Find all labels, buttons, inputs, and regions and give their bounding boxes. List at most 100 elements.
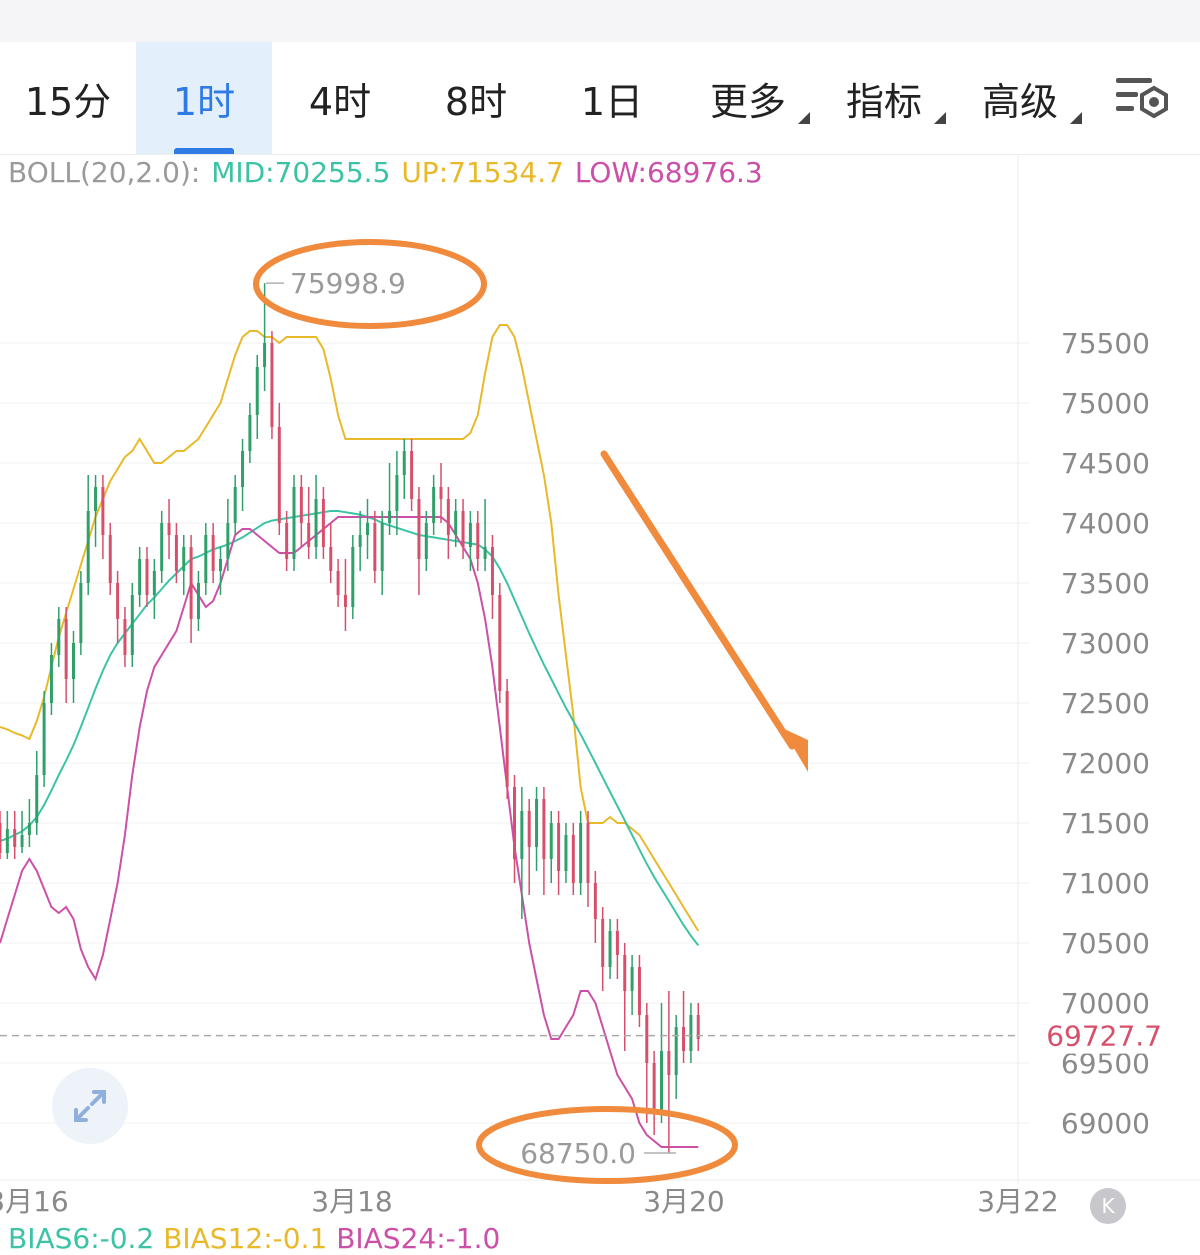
- candle-body: [57, 619, 61, 655]
- candle-body: [542, 799, 546, 859]
- tab-1day[interactable]: 1日: [544, 42, 680, 154]
- candle-body: [277, 427, 281, 523]
- tab-label: 8时: [444, 79, 508, 124]
- candle-body: [248, 415, 252, 451]
- bias12: BIAS12:-0.1: [163, 1222, 328, 1255]
- candle-body: [660, 1051, 663, 1111]
- candle-body: [645, 1015, 649, 1063]
- low-price-label: 68750.0: [520, 1137, 636, 1170]
- candle-body: [42, 703, 46, 775]
- candle-body: [461, 511, 465, 547]
- annotation-circle-high: [253, 239, 487, 329]
- candle-body: [5, 829, 9, 853]
- fullscreen-button[interactable]: [52, 1068, 128, 1144]
- candle-body: [314, 499, 318, 547]
- tab-indicators[interactable]: 指标: [816, 42, 952, 154]
- candle-body: [270, 343, 274, 427]
- tab-more[interactable]: 更多: [680, 42, 816, 154]
- candle-body: [138, 559, 142, 595]
- y-tick-label: 71000: [1061, 867, 1150, 900]
- k-history-button[interactable]: K: [1090, 1188, 1126, 1224]
- candle-body: [196, 583, 200, 619]
- y-tick-label: 73500: [1061, 567, 1150, 600]
- candle-body: [682, 1027, 686, 1051]
- candle-body: [292, 487, 296, 559]
- candle-body: [233, 487, 237, 523]
- candle-body: [623, 955, 627, 991]
- tab-advanced[interactable]: 高级: [952, 42, 1088, 154]
- candle-body: [652, 1063, 656, 1111]
- y-tick-label: 74500: [1061, 447, 1150, 480]
- y-tick-label: 72500: [1061, 687, 1150, 720]
- candle-body: [417, 499, 421, 559]
- candle-body: [388, 511, 392, 523]
- candle-body: [593, 883, 597, 919]
- tab-15min[interactable]: 15分: [0, 42, 136, 154]
- tab-label: 指标: [845, 79, 922, 124]
- tab-1hour[interactable]: 1时: [136, 42, 272, 154]
- chart-settings-button[interactable]: [1110, 70, 1174, 126]
- candle-body: [439, 487, 443, 499]
- annotation-circle-low: [476, 1106, 738, 1184]
- tab-4hour[interactable]: 4时: [272, 42, 408, 154]
- boll-upper-line: [0, 324, 700, 932]
- interval-tab-bar: 15分 1时 4时 8时 1日 更多 指标 高级: [0, 42, 1200, 155]
- candle-body: [49, 655, 53, 703]
- candle-body: [564, 835, 568, 871]
- tab-label: 1日: [580, 79, 644, 124]
- y-tick-label: 72000: [1061, 747, 1150, 780]
- candle-body: [108, 535, 112, 583]
- tab-label: 更多: [709, 79, 786, 124]
- candle-body: [454, 511, 458, 535]
- y-tick-label: 70500: [1061, 927, 1150, 960]
- current-price-bg: [1020, 1017, 1200, 1054]
- tab-8hour[interactable]: 8时: [408, 42, 544, 154]
- candle-body: [674, 1027, 678, 1075]
- candle-body: [571, 835, 575, 883]
- price-chart[interactable]: 75500 75000 74500 74000 73500 73000 72500 72000…: [0, 154, 1200, 1220]
- candle-body: [527, 811, 531, 847]
- x-tick-label: 3月16: [0, 1185, 69, 1218]
- candle-body: [351, 547, 355, 607]
- candle-body: [94, 487, 98, 511]
- boll-legend: BOLL(20,2.0): MID:70255.5 UP:71534.7 LOW…: [8, 156, 765, 189]
- y-tick-label: 70000: [1061, 987, 1150, 1020]
- dropdown-triangle-icon: [1070, 112, 1082, 124]
- candle-body: [490, 547, 494, 595]
- boll-lower-line: [0, 516, 699, 1148]
- bias-legend: BIAS6:-0.2 BIAS12:-0.1 BIAS24:-1.0: [8, 1222, 500, 1255]
- bias24: BIAS24:-1.0: [336, 1222, 501, 1255]
- boll-name: BOLL(20,2.0):: [8, 156, 201, 189]
- candle-body: [410, 451, 414, 499]
- candle-body: [182, 547, 186, 571]
- y-tick-label: 69000: [1061, 1107, 1150, 1140]
- candle-body: [255, 367, 259, 415]
- x-tick-label: 3月20: [643, 1185, 724, 1218]
- candle-body: [299, 487, 303, 523]
- tab-label: 高级: [981, 79, 1058, 124]
- candle-body: [366, 523, 369, 535]
- candle-body: [505, 691, 509, 787]
- candle-body: [343, 595, 347, 607]
- candle-body: [307, 523, 311, 547]
- candle-body: [696, 1015, 700, 1039]
- candle-body: [79, 583, 83, 643]
- candle-body: [557, 823, 561, 871]
- candle-body: [130, 595, 134, 655]
- x-tick-label: 3月22: [977, 1185, 1058, 1218]
- candle-body: [64, 619, 68, 679]
- candle-body: [608, 931, 612, 967]
- candle-body: [579, 823, 583, 883]
- candle-body: [226, 523, 230, 559]
- candle-body: [498, 595, 502, 691]
- candle-body: [27, 823, 31, 835]
- candle-body: [211, 535, 215, 571]
- candle-body: [160, 523, 164, 571]
- y-tick-label: 74000: [1061, 507, 1150, 540]
- candle-body: [219, 559, 222, 571]
- current-price-label: 69727.7: [1046, 1020, 1162, 1053]
- candle-body: [336, 571, 340, 595]
- annotation-arrow-head: [782, 728, 808, 772]
- annotation-arrow-shaft: [600, 450, 796, 750]
- candle-body: [241, 451, 245, 487]
